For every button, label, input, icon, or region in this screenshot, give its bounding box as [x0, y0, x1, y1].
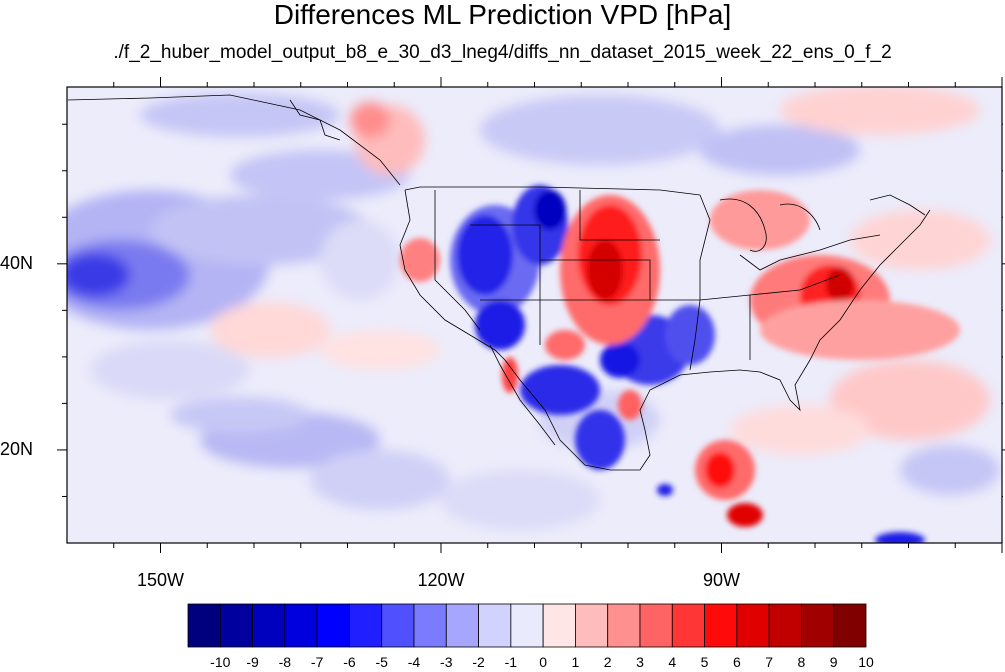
lat-tick-label: 40N — [0, 252, 34, 273]
colorbar-level-label: -4 — [407, 654, 421, 670]
colorbar-level-label: -7 — [310, 654, 324, 670]
colorbar-level-label: 4 — [668, 654, 677, 670]
colorbar-level-label: -1 — [504, 654, 518, 670]
colorbar-swatch — [736, 603, 770, 648]
colorbar-swatch — [639, 603, 673, 648]
colorbar-level-label: 7 — [765, 654, 774, 670]
colorbar-swatch — [349, 603, 383, 648]
axis-ticks — [57, 77, 1005, 553]
colorbar-swatch — [413, 603, 447, 648]
colorbar-swatch — [381, 603, 415, 648]
colorbar-swatch — [575, 603, 609, 648]
colorbar-swatch — [510, 603, 544, 648]
colorbar-swatch — [671, 603, 705, 648]
colorbar-swatch — [284, 603, 318, 648]
colorbar-swatch — [801, 603, 835, 648]
colorbar-swatch — [219, 603, 253, 648]
lon-tick-label: 90W — [702, 570, 740, 590]
colorbar-level-label: 9 — [829, 654, 838, 670]
lon-tick-label: 150W — [136, 570, 185, 590]
colorbar-swatch — [478, 603, 512, 648]
colorbar-level-label: 8 — [797, 654, 806, 670]
colorbar-level-label: 1 — [571, 654, 580, 670]
colorbar-swatch — [187, 603, 221, 648]
colorbar-level-label: 0 — [539, 654, 548, 670]
colorbar-swatch — [542, 603, 576, 648]
lat-tick-label: 20N — [0, 438, 34, 459]
colorbar-level-label: 5 — [700, 654, 709, 670]
colorbar-level-label: 6 — [732, 654, 741, 670]
colorbar-swatch — [833, 603, 867, 648]
lon-tick-label: 120W — [417, 570, 465, 590]
map-title: Differences ML Prediction VPD [hPa] — [273, 0, 732, 30]
colorbar-swatch — [252, 603, 286, 648]
colorbar — [187, 603, 867, 648]
colorbar-swatch — [445, 603, 479, 648]
colorbar-level-label: -3 — [440, 654, 453, 670]
map-subtitle: ./f_2_huber_model_output_b8_e_30_d3_lneg… — [113, 42, 892, 63]
colorbar-swatch — [704, 603, 738, 648]
colorbar-swatch — [316, 603, 350, 648]
coastlines — [67, 94, 931, 471]
colorbar-level-label: 2 — [603, 654, 612, 670]
colorbar-level-label: -6 — [343, 654, 356, 670]
colorbar-level-label: 3 — [636, 654, 644, 670]
colorbar-level-label: -10 — [210, 654, 231, 670]
colorbar-level-label: -8 — [278, 654, 292, 670]
colorbar-swatch — [768, 603, 802, 648]
colorbar-swatch — [607, 603, 641, 648]
colorbar-level-label: -9 — [246, 654, 259, 670]
colorbar-level-label: -2 — [472, 654, 485, 670]
map-field — [67, 87, 1002, 543]
colorbar-level-label: 10 — [858, 654, 874, 670]
colorbar-level-label: -5 — [375, 654, 388, 670]
